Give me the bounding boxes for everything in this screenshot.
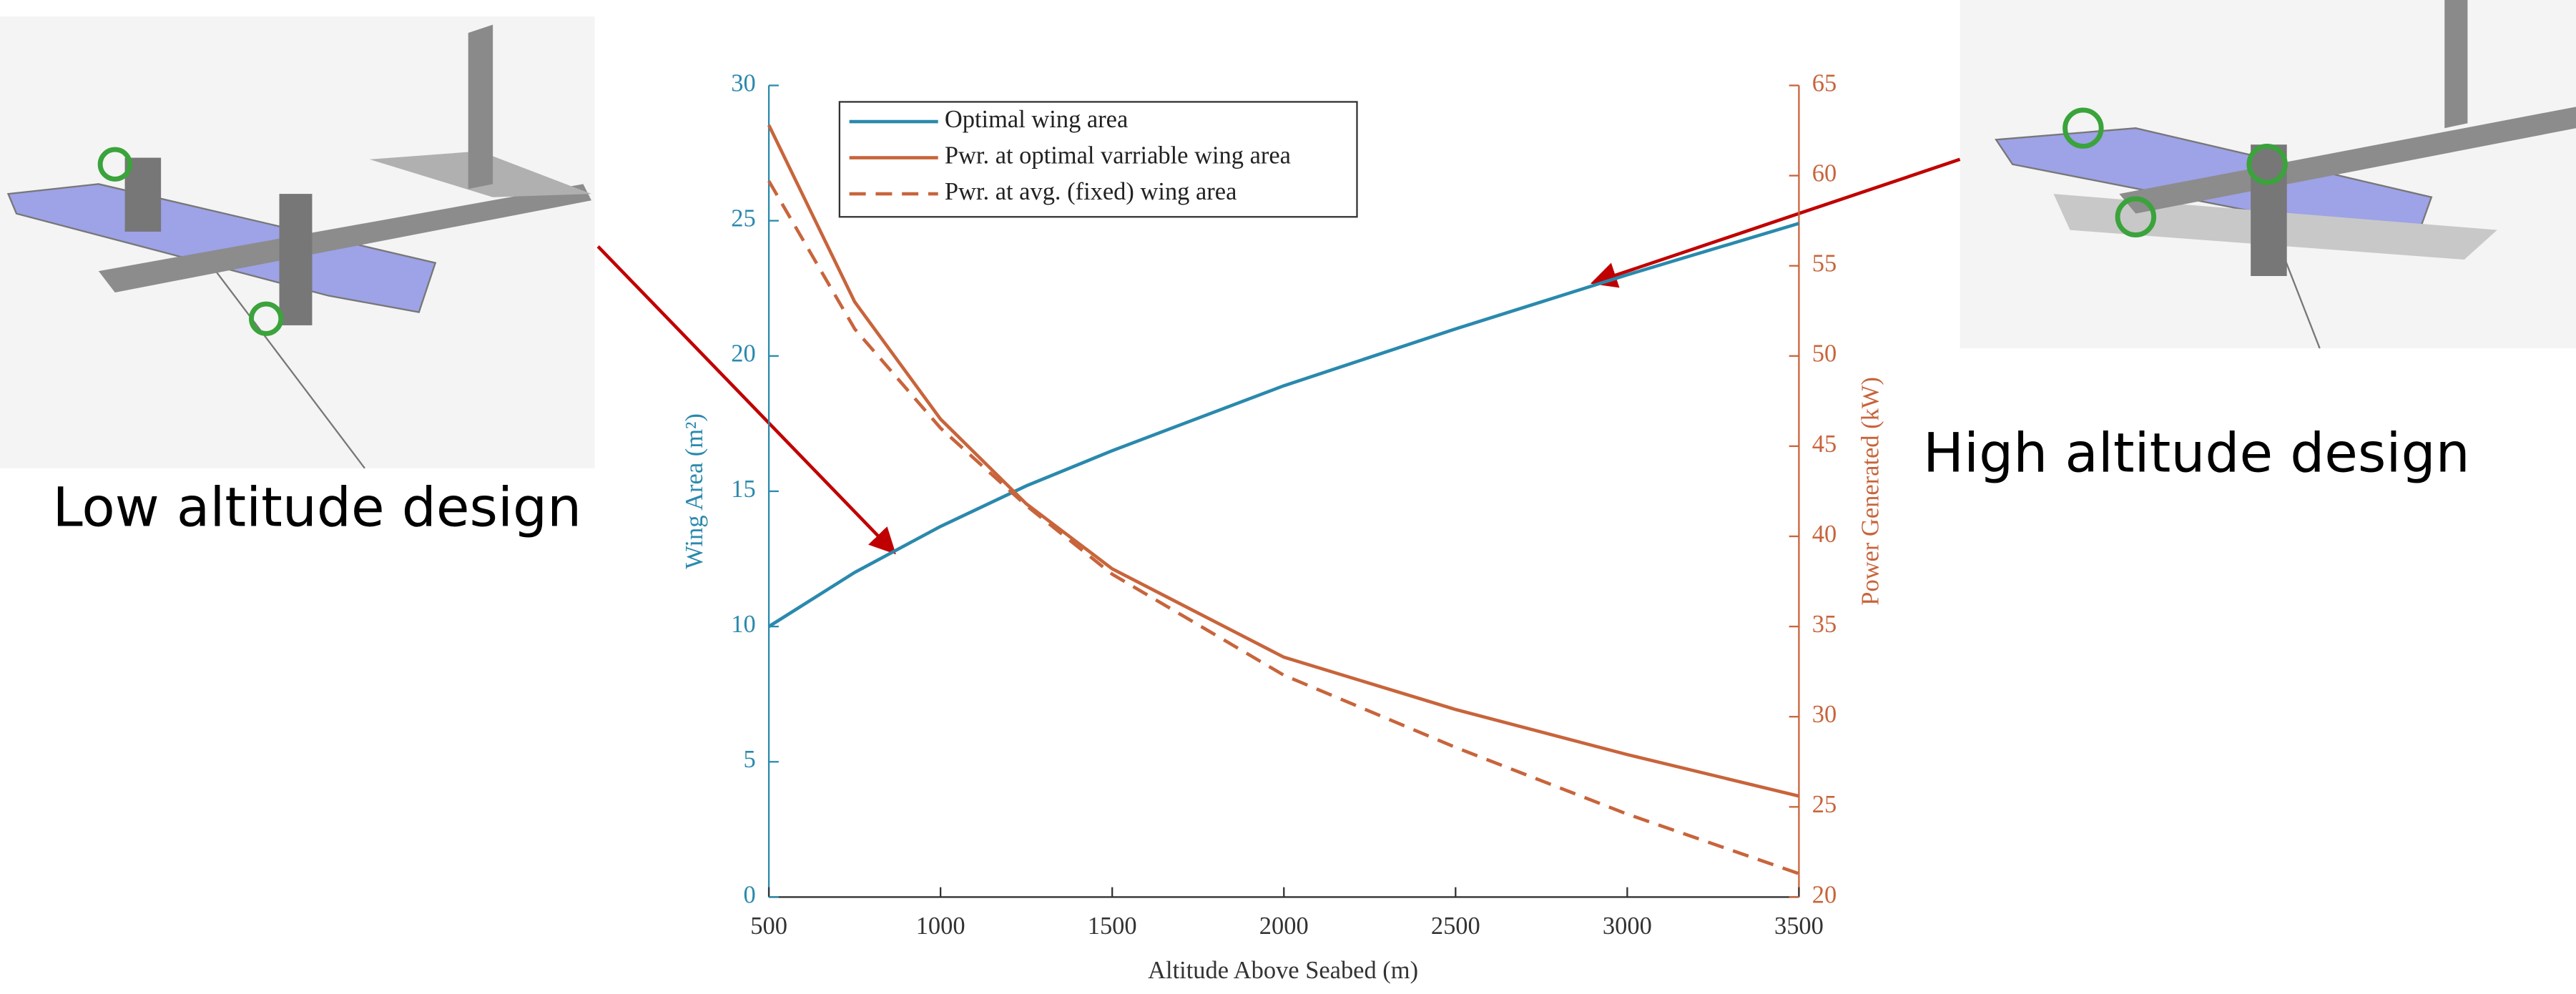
x-tick-label: 1000 [916, 912, 965, 940]
x-axis-label: Altitude Above Seabed (m) [1148, 957, 1418, 984]
legend-label: Pwr. at avg. (fixed) wing area [945, 178, 1237, 205]
page: Low altitude design High altitude design… [0, 0, 2576, 994]
series-line [769, 181, 1799, 874]
y-tick-label: 5 [743, 746, 755, 773]
high-altitude-aircraft [1960, 0, 2576, 348]
legend-label: Optimal wing area [945, 106, 1128, 133]
legend-label: Pwr. at optimal varriable wing area [945, 142, 1291, 169]
y-tick-label: 0 [743, 881, 755, 908]
y-tick-label: 25 [731, 205, 755, 232]
y2-tick-label: 25 [1812, 791, 1837, 818]
y-tick-label: 20 [731, 340, 755, 368]
series-line [769, 223, 1799, 626]
x-tick-label: 2000 [1259, 912, 1309, 940]
x-tick-label: 1500 [1088, 912, 1137, 940]
y-tick-label: 10 [731, 611, 755, 638]
y2-tick-label: 40 [1812, 521, 1837, 548]
low-altitude-aircraft [0, 16, 595, 468]
arrow [1593, 159, 1960, 282]
x-tick-label: 3000 [1603, 912, 1652, 940]
y2-tick-label: 50 [1812, 340, 1837, 368]
y2-tick-label: 20 [1812, 881, 1837, 908]
x-tick-label: 500 [750, 912, 787, 940]
y-tick-label: 30 [731, 69, 755, 97]
x-tick-label: 3500 [1774, 912, 1824, 940]
y2-axis-label: Power Generated (kW) [1857, 377, 1884, 606]
y2-tick-label: 60 [1812, 159, 1837, 187]
y2-tick-label: 55 [1812, 250, 1837, 277]
x-tick-label: 2500 [1431, 912, 1480, 940]
series-line [769, 125, 1799, 796]
y2-tick-label: 35 [1812, 611, 1837, 638]
y2-tick-label: 65 [1812, 69, 1837, 97]
y2-tick-label: 30 [1812, 701, 1837, 728]
y2-tick-label: 45 [1812, 430, 1837, 458]
y-tick-label: 15 [731, 476, 755, 503]
annotation: Low altitude design [53, 476, 582, 539]
annotation: High altitude design [1923, 422, 2470, 485]
y-axis-label: Wing Area (m²) [681, 413, 708, 569]
